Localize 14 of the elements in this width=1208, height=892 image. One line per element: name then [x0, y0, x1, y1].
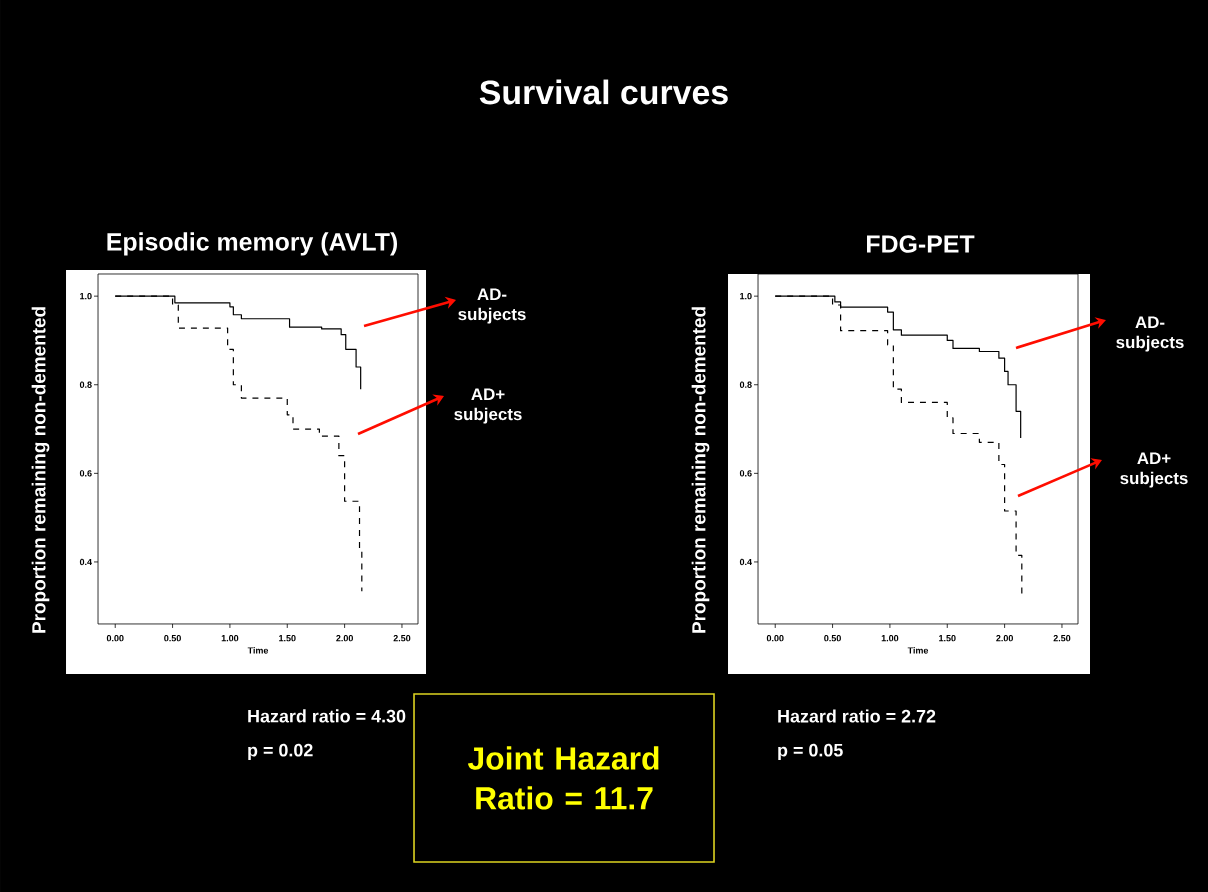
- text: AD- subjects: [458, 288, 526, 324]
- text: Hazard ratio = 4.30: [248, 709, 406, 723]
- y-axis-title: Proportion remaining non-demented: [691, 307, 710, 633]
- text: Hazard ratio = 2.72: [778, 709, 936, 723]
- text: AD+ subjects: [1120, 452, 1188, 488]
- text: p = 0.05: [778, 743, 843, 761]
- text: p = 0.02: [248, 743, 313, 761]
- chart-title: Episodic memory (AVLT): [107, 232, 398, 256]
- text: Joint Hazard Ratio = 11.7: [467, 746, 659, 810]
- text: AD+ subjects: [454, 388, 522, 424]
- y-axis-title: Proportion remaining non-demented: [31, 307, 50, 633]
- text: AD- subjects: [1116, 316, 1184, 352]
- text: Survival curves: [479, 79, 728, 105]
- chart-title: FDG-PET: [867, 235, 975, 253]
